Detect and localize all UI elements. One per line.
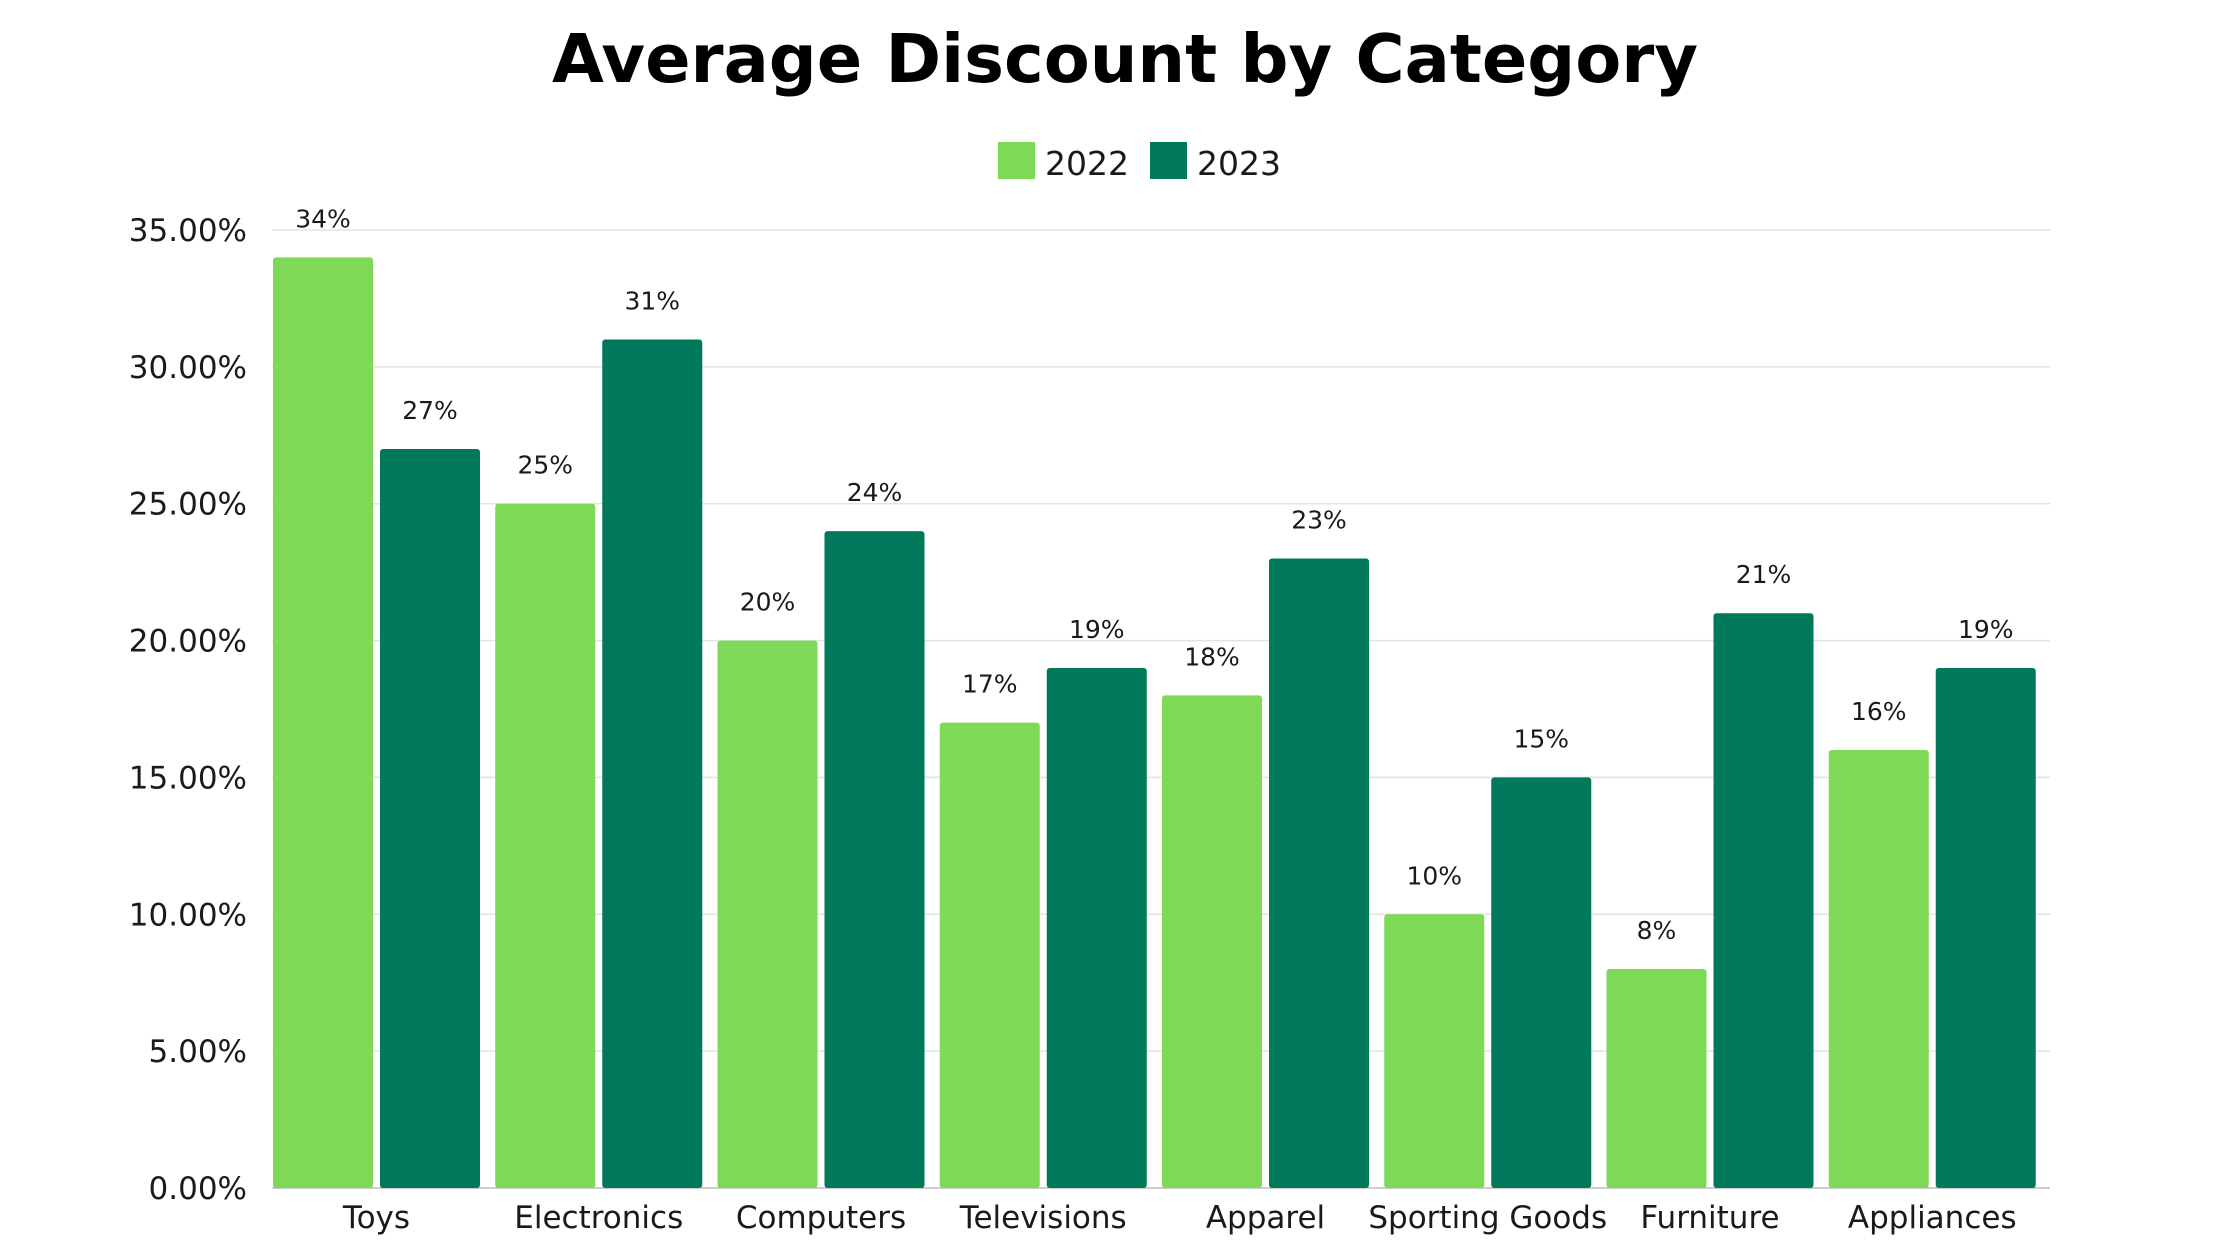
data-label-furniture-2023: 21%	[1736, 560, 1792, 589]
bar-toys-2022	[273, 257, 373, 1188]
y-tick-label: 35.00%	[129, 213, 247, 249]
x-tick-label-sporting-goods: Sporting Goods	[1368, 1200, 1607, 1236]
bar-sporting-goods-2022	[1384, 914, 1485, 1188]
legend: 2022 2023	[998, 142, 1281, 183]
bar-appliances-2022	[1828, 750, 1929, 1188]
bar-electronics-2023	[602, 339, 703, 1188]
y-tick-label: 30.00%	[129, 350, 247, 386]
x-tick-label-televisions: Televisions	[959, 1200, 1127, 1236]
bar-televisions-2023	[1046, 667, 1147, 1188]
bar-electronics-2022	[495, 503, 596, 1188]
bar-toys-2023	[380, 448, 480, 1188]
data-label-electronics-2022: 25%	[517, 451, 573, 480]
x-tick-label-apparel: Apparel	[1206, 1200, 1325, 1236]
data-label-computers-2023: 24%	[847, 478, 903, 507]
data-label-computers-2022: 20%	[740, 588, 796, 617]
bar-computers-2022	[717, 640, 818, 1188]
y-axis-ticks: 0.00% 5.00% 10.00% 15.00% 20.00% 25.00% 30.00%…	[129, 213, 247, 1207]
bar-furniture-2023	[1713, 613, 1814, 1188]
x-axis-ticks: Toys Electronics Computers Televisions Appar…	[342, 1200, 2017, 1236]
y-tick-label: 0.00%	[149, 1171, 247, 1207]
bar-apparel-2022	[1162, 695, 1262, 1188]
bar-appliances-2023	[1935, 667, 2036, 1188]
legend-label-2023: 2023	[1197, 144, 1281, 183]
data-label-televisions-2022: 17%	[962, 670, 1018, 699]
data-label-televisions-2023: 19%	[1069, 615, 1125, 644]
legend-swatch-2022	[998, 142, 1035, 179]
data-label-toys-2023: 27%	[402, 396, 458, 425]
data-label-appliances-2022: 16%	[1851, 697, 1907, 726]
x-tick-label-toys: Toys	[342, 1200, 410, 1236]
x-tick-label-computers: Computers	[736, 1200, 906, 1236]
y-tick-label: 25.00%	[129, 487, 247, 523]
data-label-sporting-goods-2022: 10%	[1406, 861, 1462, 890]
legend-swatch-2023	[1150, 142, 1187, 179]
bars	[273, 257, 2036, 1188]
data-label-electronics-2023: 31%	[624, 286, 680, 315]
data-label-sporting-goods-2023: 15%	[1513, 724, 1569, 753]
y-tick-label: 20.00%	[129, 624, 247, 660]
bar-apparel-2023	[1269, 558, 1369, 1188]
bar-sporting-goods-2023	[1491, 777, 1592, 1188]
bar-furniture-2022	[1606, 969, 1707, 1188]
bar-computers-2023	[824, 531, 925, 1188]
legend-label-2022: 2022	[1045, 144, 1129, 183]
data-label-appliances-2023: 19%	[1958, 615, 2014, 644]
y-tick-label: 10.00%	[129, 897, 247, 933]
data-label-apparel-2022: 18%	[1184, 642, 1240, 671]
bar-televisions-2022	[939, 722, 1040, 1188]
y-tick-label: 15.00%	[129, 760, 247, 796]
x-tick-label-appliances: Appliances	[1848, 1200, 2017, 1236]
data-label-furniture-2022: 8%	[1637, 916, 1677, 945]
chart-title: Average Discount by Category	[552, 20, 1698, 98]
data-label-toys-2022: 34%	[295, 204, 351, 233]
data-labels: 34% 27% 25% 31% 20% 24% 17% 19% 18% 23% 10% 15% 8% 21…	[295, 204, 2013, 945]
x-tick-label-electronics: Electronics	[514, 1200, 683, 1236]
x-tick-label-furniture: Furniture	[1640, 1200, 1779, 1236]
y-tick-label: 5.00%	[149, 1034, 247, 1070]
data-label-apparel-2023: 23%	[1291, 505, 1347, 534]
